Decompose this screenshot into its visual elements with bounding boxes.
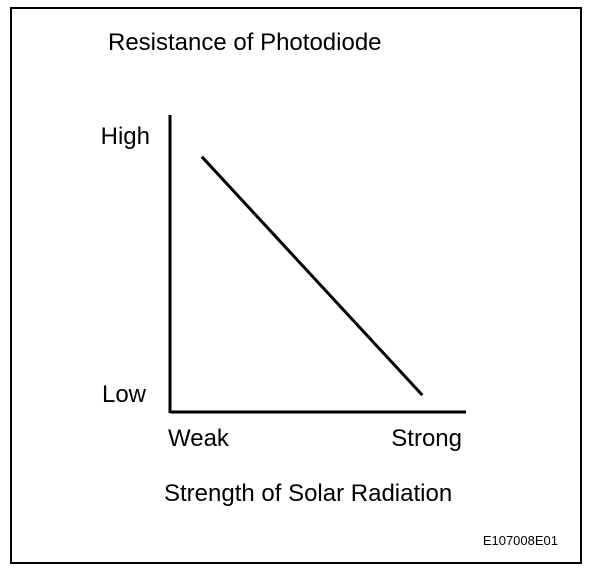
figure-code: E107008E01: [483, 533, 558, 548]
x-tick-label-weak: Weak: [168, 425, 230, 452]
y-tick-label-low: Low: [102, 381, 147, 408]
x-tick-label-strong: Strong: [391, 425, 462, 452]
x-axis-label: Strength of Solar Radiation: [164, 480, 452, 507]
series-line-0: [200, 155, 424, 397]
figure-frame: [10, 7, 582, 564]
series-layer: [200, 155, 424, 397]
y-tick-label-high: High: [101, 123, 150, 150]
chart-title: Resistance of Photodiode: [108, 29, 382, 56]
